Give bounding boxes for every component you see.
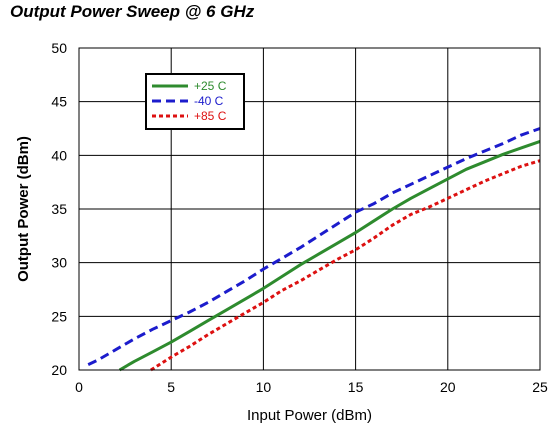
legend: +25 C-40 C+85 C xyxy=(145,73,245,130)
legend-label-1: -40 C xyxy=(194,94,224,108)
y-tick-label: 45 xyxy=(51,94,67,110)
series-line-2 xyxy=(150,159,541,372)
y-tick-label: 50 xyxy=(51,40,67,56)
y-tick-label: 35 xyxy=(51,201,67,217)
x-tick-label: 5 xyxy=(167,379,175,395)
x-axis-label: Input Power (dBm) xyxy=(247,407,372,424)
series-line-0 xyxy=(118,139,541,372)
x-tick-label: 0 xyxy=(75,379,83,395)
y-tick-label: 25 xyxy=(51,308,67,324)
chart-title: Output Power Sweep @ 6 GHz xyxy=(10,2,255,21)
x-tick-label: 25 xyxy=(532,379,548,395)
y-tick-label: 20 xyxy=(51,362,67,378)
legend-label-2: +85 C xyxy=(194,109,227,123)
legend-label-0: +25 C xyxy=(194,79,227,93)
series-lines xyxy=(87,127,541,372)
y-tick-label: 40 xyxy=(51,147,67,163)
legend-box xyxy=(145,73,245,130)
plot-frame xyxy=(78,47,541,371)
series-line-1 xyxy=(87,127,541,366)
tick-labels: 0 5 10 15 20 25 20 25 30 35 40 45 50 xyxy=(51,40,548,395)
y-axis-label: Output Power (dBm) xyxy=(15,136,32,282)
y-tick-label: 30 xyxy=(51,255,67,271)
x-tick-label: 20 xyxy=(440,379,456,395)
x-tick-label: 15 xyxy=(348,379,364,395)
x-tick-label: 10 xyxy=(256,379,272,395)
